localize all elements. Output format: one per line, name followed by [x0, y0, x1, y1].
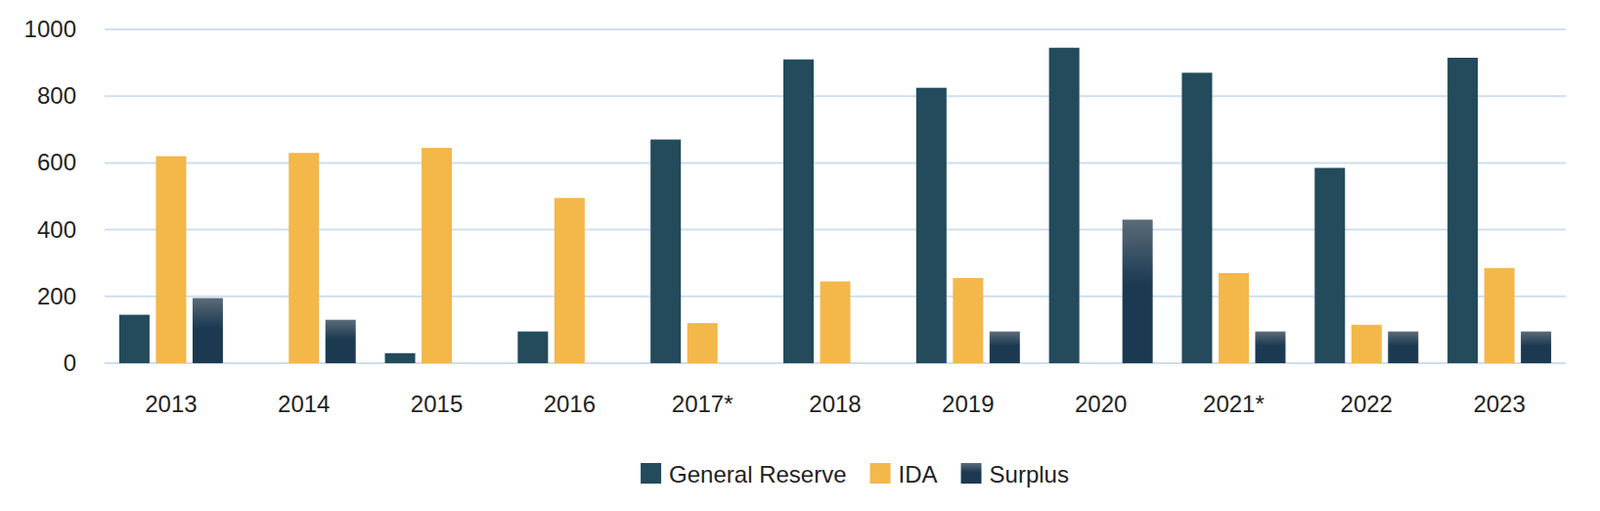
- bar: [385, 353, 416, 363]
- y-tick-label: 0: [63, 349, 77, 376]
- bar: [1484, 267, 1515, 363]
- bar: [1351, 324, 1382, 363]
- legend-swatch: [961, 462, 982, 484]
- bar: [687, 322, 718, 363]
- chart: 0 200 400 600 800 1000 2013 2014 2015 2016 2017* 20…: [0, 0, 1600, 511]
- bar: [1218, 272, 1249, 363]
- bar: [1520, 331, 1552, 363]
- x-tick-label: 2020: [1074, 390, 1127, 417]
- y-tick-label: 400: [37, 216, 77, 243]
- grid-line: [104, 161, 1566, 164]
- bar: [421, 147, 452, 363]
- bar: [1254, 331, 1286, 363]
- grid-line: [104, 94, 1566, 97]
- x-tick-label: 2014: [277, 390, 330, 417]
- y-tick-label: 600: [37, 148, 77, 176]
- legend-label: IDA: [898, 460, 938, 488]
- x-tick-label: 2017*: [671, 390, 734, 417]
- x-tick-label: 2016: [543, 390, 596, 417]
- x-tick-label: 2013: [144, 390, 197, 417]
- y-tick-label: 1000: [24, 15, 77, 43]
- x-tick-label: 2023: [1472, 390, 1525, 417]
- bar: [1447, 57, 1478, 363]
- grid-line: [104, 228, 1566, 231]
- legend-swatch: [870, 462, 891, 484]
- legend-swatch: [640, 462, 662, 484]
- grid-line: [104, 28, 1566, 31]
- bar: [1049, 47, 1080, 363]
- bar: [952, 277, 983, 363]
- bar: [783, 59, 814, 363]
- x-tick-label: 2022: [1340, 390, 1393, 417]
- y-tick-label: 200: [37, 282, 77, 310]
- bar: [554, 197, 585, 363]
- bar: [517, 331, 548, 363]
- bar: [1387, 331, 1419, 363]
- bar: [155, 156, 186, 363]
- bar: [288, 152, 319, 363]
- legend-label: Surplus: [989, 460, 1069, 488]
- bars: [119, 47, 1552, 363]
- bar: [1122, 219, 1154, 363]
- bar: [650, 139, 681, 363]
- x-tick-label: 2021*: [1202, 390, 1265, 417]
- x-tick-label: 2018: [808, 390, 861, 417]
- legend-label: General Reserve: [668, 460, 846, 488]
- x-tick-label: 2019: [941, 390, 994, 417]
- bar: [1314, 168, 1345, 363]
- legend: General Reserve IDA Surplus: [640, 460, 1069, 488]
- bar: [916, 88, 947, 363]
- bar: [192, 298, 223, 363]
- bar: [820, 280, 851, 363]
- bar: [989, 331, 1021, 363]
- bar: [325, 319, 356, 363]
- y-tick-label: 800: [37, 82, 77, 109]
- bar: [1181, 72, 1212, 363]
- bar: [119, 314, 150, 363]
- x-tick-label: 2015: [410, 390, 463, 417]
